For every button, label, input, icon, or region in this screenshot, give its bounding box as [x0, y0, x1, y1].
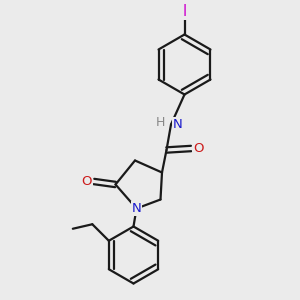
Text: O: O: [81, 175, 92, 188]
Text: I: I: [182, 4, 187, 19]
Text: N: N: [132, 202, 141, 215]
Text: N: N: [173, 118, 182, 131]
Text: H: H: [156, 116, 165, 129]
Text: O: O: [194, 142, 204, 155]
